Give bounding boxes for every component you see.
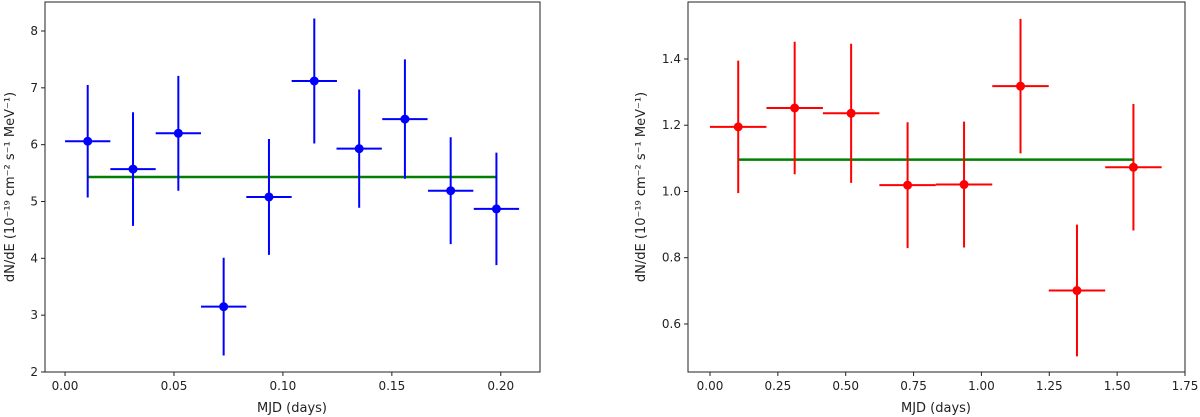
x-tick-label: 1.00 xyxy=(968,379,995,393)
x-tick-label: 0.50 xyxy=(832,379,859,393)
data-point xyxy=(903,180,913,190)
data-point xyxy=(1072,286,1082,296)
right-light-curve-panel: MJD (days) dN/dE (10⁻¹⁹ cm⁻² s⁻¹ MeV⁻¹) … xyxy=(634,1,1199,416)
y-tick-label: 0.6 xyxy=(662,317,681,331)
left-light-curve-panel: MJD (days) dN/dE (10⁻¹⁹ cm⁻² s⁻¹ MeV⁻¹) … xyxy=(3,1,541,416)
x-axis-label: MJD (days) xyxy=(901,401,971,416)
y-tick-label: 8 xyxy=(30,24,38,38)
x-tick-label: 0.75 xyxy=(900,379,927,393)
x-axis-label: MJD (days) xyxy=(257,401,327,416)
x-tick-label: 0.05 xyxy=(161,379,188,393)
x-tick-label: 1.25 xyxy=(1036,379,1063,393)
x-tick-label: 0.20 xyxy=(487,379,514,393)
y-tick-label: 5 xyxy=(30,194,38,208)
data-point xyxy=(354,144,364,154)
axes-frame xyxy=(687,1,1186,373)
x-tick-label: 0.25 xyxy=(764,379,791,393)
y-tick-label: 7 xyxy=(30,81,38,95)
data-point xyxy=(83,136,93,146)
x-tick-label: 1.50 xyxy=(1104,379,1131,393)
data-point xyxy=(959,180,969,190)
data-point xyxy=(1016,81,1026,91)
y-tick-label: 4 xyxy=(30,251,38,265)
data-point xyxy=(790,103,800,113)
x-tick-label: 0.15 xyxy=(378,379,405,393)
y-tick-label: 2 xyxy=(30,365,38,379)
x-tick-label: 0.10 xyxy=(270,379,297,393)
y-tick-label: 3 xyxy=(30,308,38,322)
x-tick-label: 1.75 xyxy=(1172,379,1199,393)
y-axis-label: dN/dE (10⁻¹⁹ cm⁻² s⁻¹ MeV⁻¹) xyxy=(3,92,18,282)
data-point xyxy=(128,164,138,174)
data-point xyxy=(219,302,229,312)
x-tick-label: 0.00 xyxy=(697,379,724,393)
x-tick-label: 0.00 xyxy=(52,379,79,393)
y-tick-label: 1.2 xyxy=(662,118,681,132)
y-tick-label: 6 xyxy=(30,138,38,152)
data-point xyxy=(733,122,743,132)
data-point xyxy=(264,192,274,202)
data-point xyxy=(846,108,856,118)
y-tick-label: 0.8 xyxy=(662,251,681,265)
data-point xyxy=(491,204,501,214)
y-tick-label: 1.4 xyxy=(662,52,681,66)
data-point xyxy=(1128,162,1138,172)
axes-frame xyxy=(44,1,541,373)
data-point xyxy=(309,76,319,86)
data-point xyxy=(446,186,456,196)
y-axis-label: dN/dE (10⁻¹⁹ cm⁻² s⁻¹ MeV⁻¹) xyxy=(634,92,649,282)
data-point xyxy=(400,114,410,124)
y-tick-label: 1.0 xyxy=(662,184,681,198)
data-point xyxy=(173,128,183,138)
